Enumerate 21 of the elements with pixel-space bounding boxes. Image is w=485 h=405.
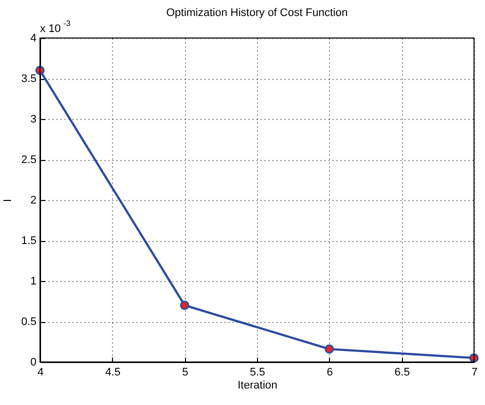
point [180,300,190,310]
x-tick-label: 7 [471,366,478,378]
chart-title: Optimization History of Cost Function [166,7,348,19]
x-axis-title: Iteration [238,380,278,392]
y-tick-label: 3.5 [21,73,36,85]
y-tick-label: 2.5 [21,154,36,166]
x-tick-label: 6 [326,366,333,378]
y-tick-label: 0 [30,356,36,368]
text: x 10-3 [40,19,72,35]
point [324,344,334,354]
x-tick-label: 6.5 [394,366,410,378]
y-axis-title: I [2,198,14,202]
x-tick-label: 5.5 [250,366,266,378]
y-tick-label: 1.5 [21,235,36,247]
y-tick-label: 0.5 [21,316,36,328]
y-tick-label: 2 [30,194,36,206]
y-tick-label: 3 [30,114,36,126]
y-tick-label: 4 [30,32,36,44]
x-tick-label: 4.5 [105,366,120,378]
x-tick-label: 5 [182,366,188,378]
y-tick-label: 1 [30,276,36,288]
